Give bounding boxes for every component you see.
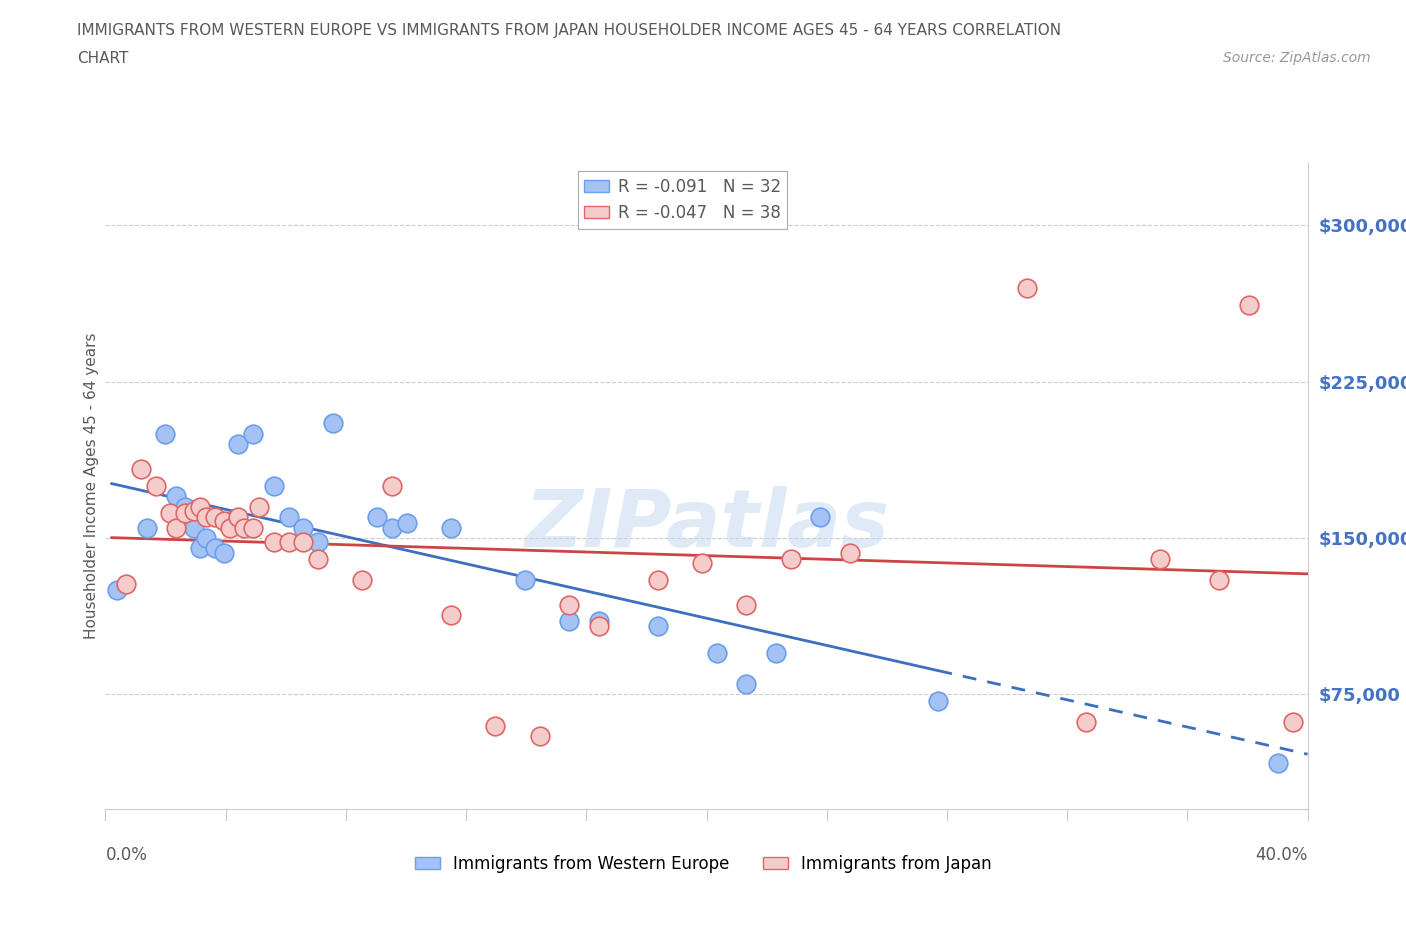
Point: [440, 608, 463, 623]
Point: [690, 555, 713, 570]
Point: [228, 437, 250, 452]
Point: [529, 729, 551, 744]
Text: IMMIGRANTS FROM WESTERN EUROPE VS IMMIGRANTS FROM JAPAN HOUSEHOLDER INCOME AGES : IMMIGRANTS FROM WESTERN EUROPE VS IMMIGR…: [77, 23, 1062, 38]
Point: [242, 520, 264, 535]
Text: Source: ZipAtlas.com: Source: ZipAtlas.com: [1223, 51, 1371, 65]
Text: 40.0%: 40.0%: [1256, 846, 1308, 864]
Point: [228, 510, 250, 525]
Point: [188, 499, 211, 514]
Point: [292, 520, 315, 535]
Point: [277, 535, 299, 550]
Point: [513, 572, 536, 587]
Point: [322, 416, 344, 431]
Point: [135, 520, 157, 535]
Point: [1281, 714, 1303, 729]
Point: [381, 520, 404, 535]
Point: [1208, 572, 1230, 587]
Point: [558, 614, 581, 629]
Point: [647, 618, 669, 633]
Point: [765, 645, 787, 660]
Point: [188, 541, 211, 556]
Point: [352, 572, 374, 587]
Point: [558, 597, 581, 612]
Point: [183, 520, 205, 535]
Point: [706, 645, 728, 660]
Point: [779, 551, 801, 566]
Y-axis label: Householder Income Ages 45 - 64 years: Householder Income Ages 45 - 64 years: [83, 333, 98, 639]
Point: [735, 597, 758, 612]
Point: [174, 506, 197, 521]
Point: [115, 577, 138, 591]
Point: [242, 426, 264, 441]
Point: [927, 693, 949, 708]
Point: [165, 489, 187, 504]
Point: [194, 510, 217, 525]
Text: 0.0%: 0.0%: [105, 846, 148, 864]
Point: [212, 514, 235, 529]
Point: [735, 676, 758, 691]
Point: [588, 614, 610, 629]
Text: CHART: CHART: [77, 51, 129, 66]
Text: ZIPatlas: ZIPatlas: [524, 485, 889, 564]
Point: [292, 535, 315, 550]
Point: [247, 499, 270, 514]
Point: [204, 541, 226, 556]
Point: [838, 545, 860, 560]
Point: [381, 479, 404, 494]
Point: [159, 506, 181, 521]
Point: [808, 510, 831, 525]
Legend: R = -0.091   N = 32, R = -0.047   N = 38: R = -0.091 N = 32, R = -0.047 N = 38: [578, 171, 787, 229]
Point: [1149, 551, 1171, 566]
Point: [174, 499, 197, 514]
Point: [165, 520, 187, 535]
Point: [183, 503, 205, 518]
Point: [145, 479, 167, 494]
Legend: Immigrants from Western Europe, Immigrants from Japan: Immigrants from Western Europe, Immigran…: [408, 848, 998, 880]
Point: [647, 572, 669, 587]
Point: [307, 535, 329, 550]
Point: [218, 520, 240, 535]
Point: [212, 545, 235, 560]
Point: [277, 510, 299, 525]
Point: [233, 520, 256, 535]
Point: [440, 520, 463, 535]
Point: [204, 510, 226, 525]
Point: [1267, 756, 1289, 771]
Point: [129, 462, 152, 477]
Point: [307, 551, 329, 566]
Point: [366, 510, 388, 525]
Point: [484, 718, 506, 733]
Point: [153, 426, 176, 441]
Point: [588, 618, 610, 633]
Point: [263, 535, 285, 550]
Point: [194, 531, 217, 546]
Point: [263, 479, 285, 494]
Point: [395, 516, 418, 531]
Point: [1015, 281, 1038, 296]
Point: [105, 583, 128, 598]
Point: [218, 514, 240, 529]
Point: [1237, 297, 1260, 312]
Point: [1074, 714, 1097, 729]
